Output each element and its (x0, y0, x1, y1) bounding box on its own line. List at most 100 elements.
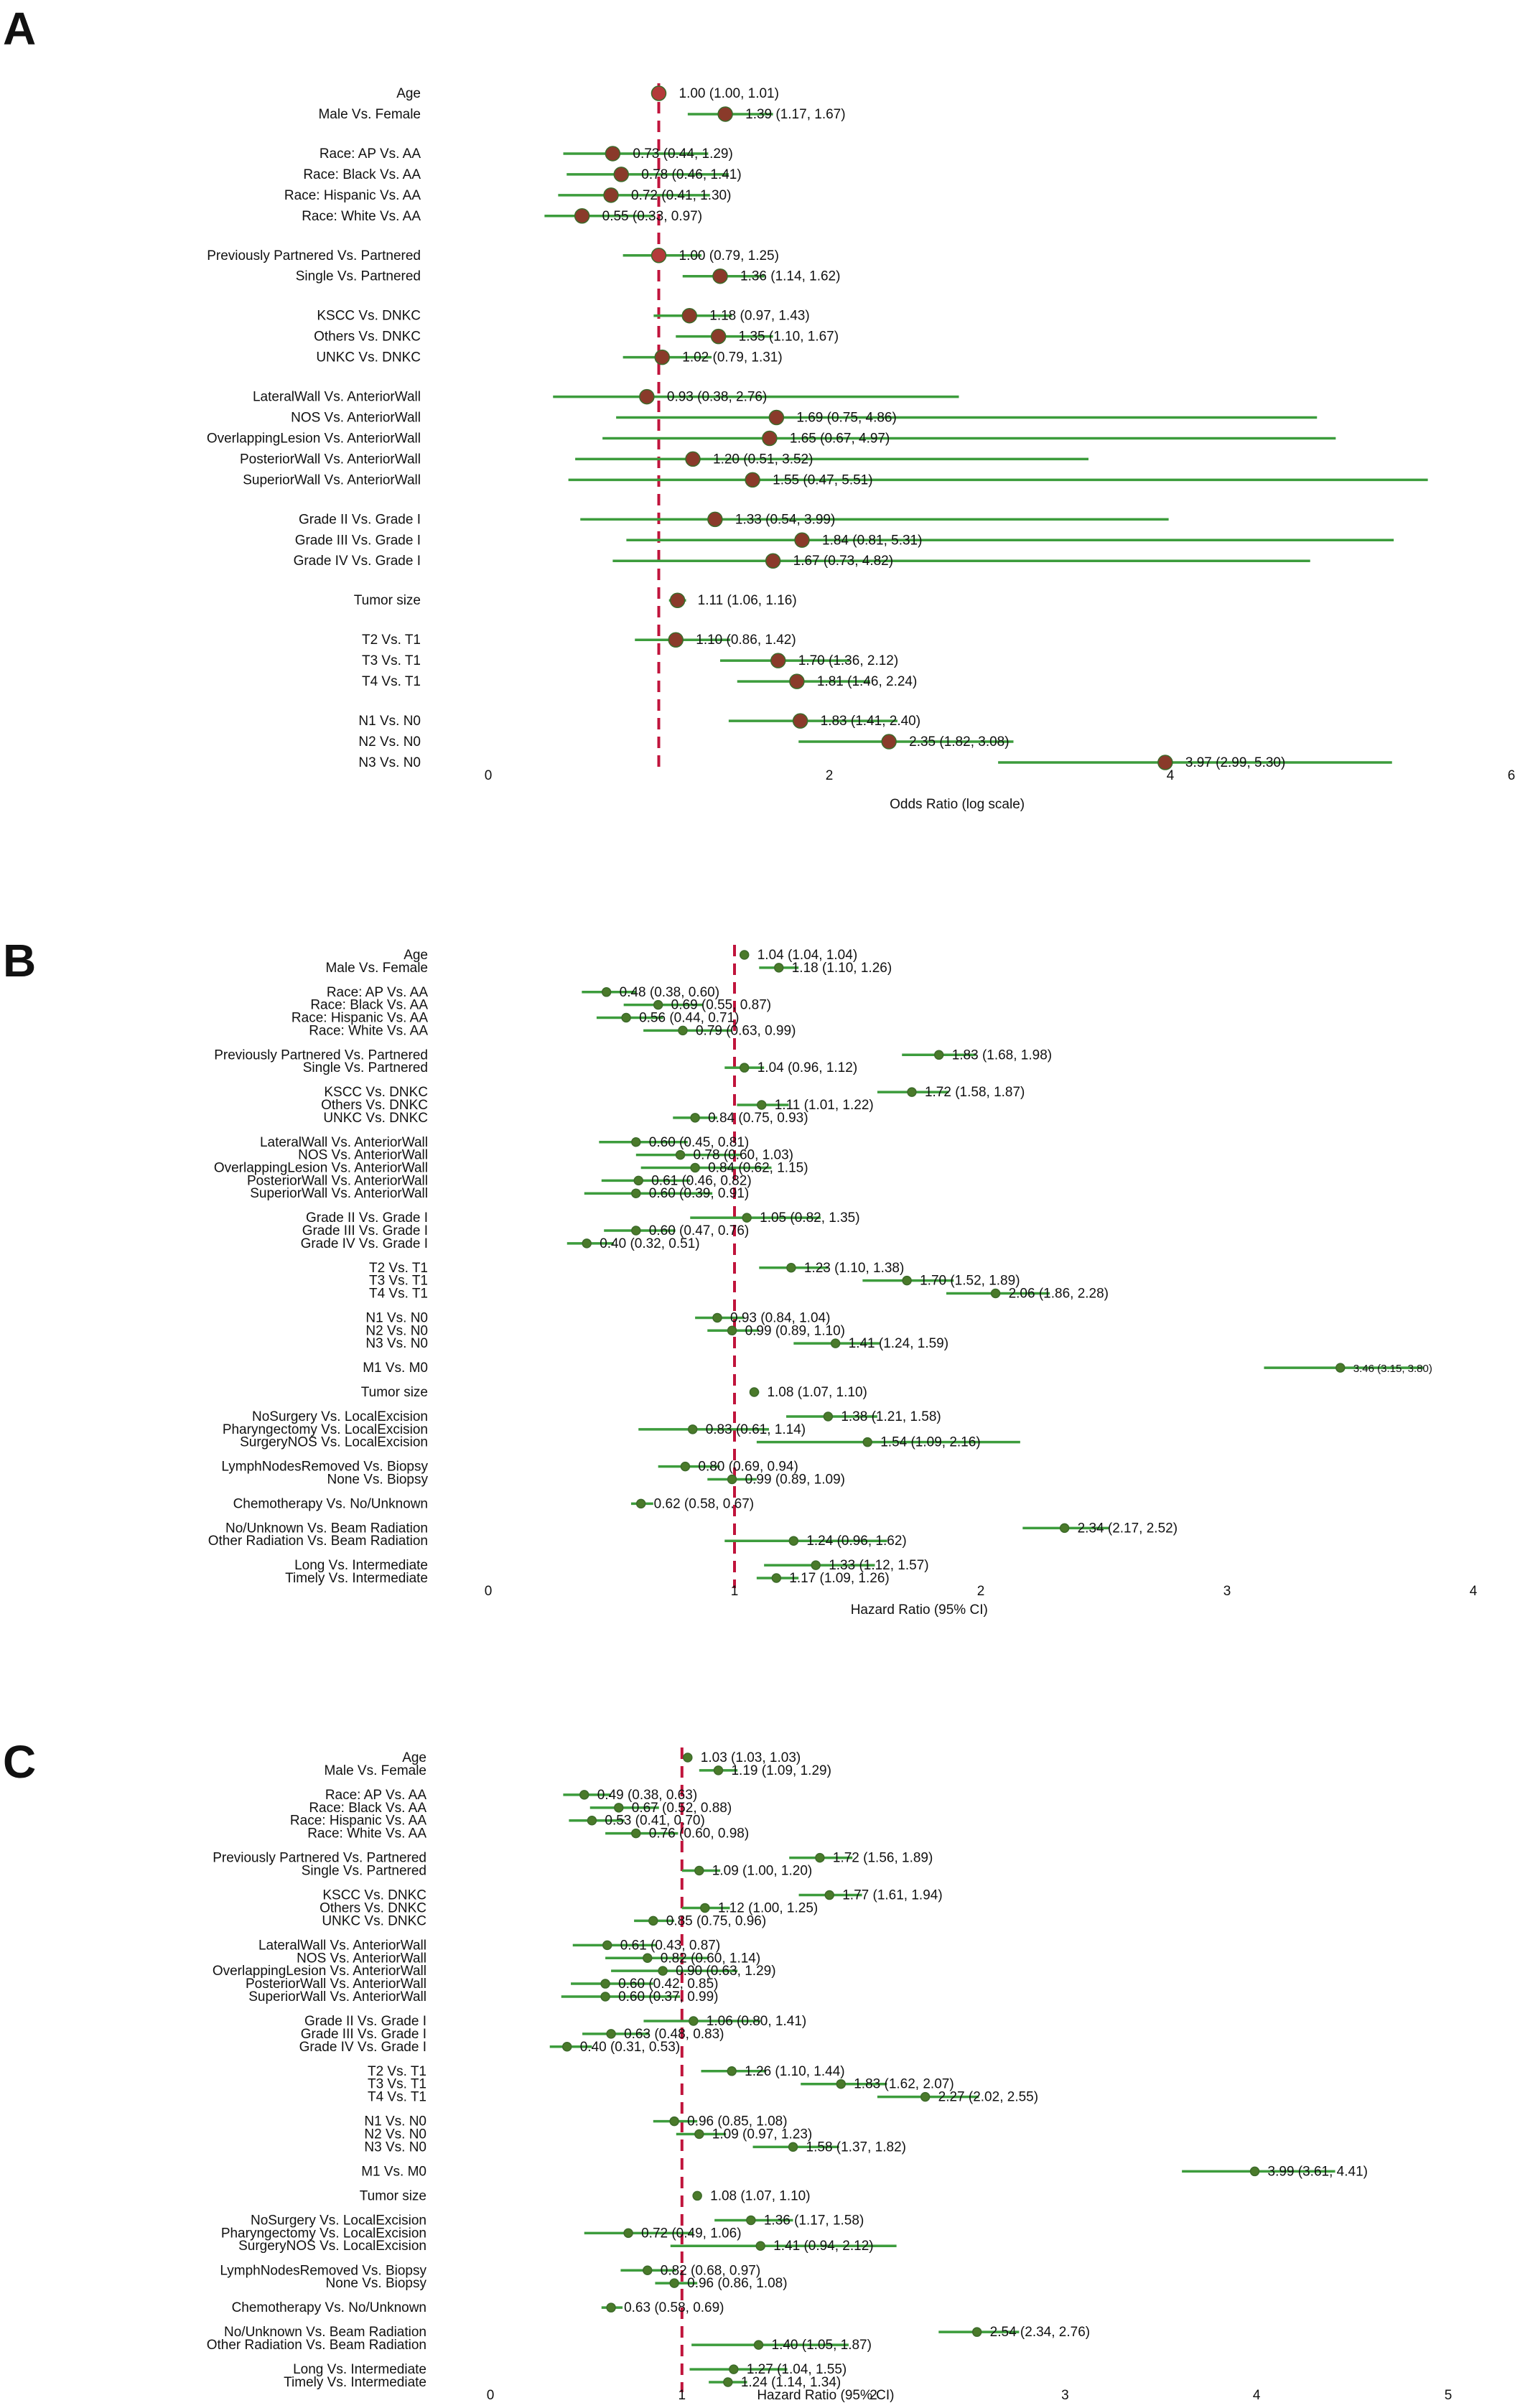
row-label: Tumor size (361, 1385, 428, 1400)
point-estimate (746, 2215, 756, 2226)
forest-row: None Vs. Biopsy 0.96 (0.86, 1.08) (326, 2276, 788, 2291)
estimate-label: 1.54 (1.09, 2.16) (880, 1435, 980, 1450)
estimate-label: 1.84 (0.81, 5.31) (822, 533, 922, 548)
row-label: Grade IV Vs. Grade I (294, 554, 421, 569)
point-estimate (681, 307, 697, 324)
point-estimate (675, 1149, 686, 1160)
point-estimate (717, 106, 733, 122)
point-estimate (690, 1113, 700, 1123)
point-estimate (685, 451, 701, 467)
point-estimate (770, 653, 786, 668)
row-label: Race: Black Vs. AA (309, 1801, 426, 1816)
point-estimate (1249, 2166, 1260, 2177)
point-estimate (794, 532, 810, 549)
estimate-label: 0.99 (0.89, 1.09) (745, 1472, 845, 1487)
point-estimate (756, 1100, 767, 1110)
forest-row: NOS Vs. AnteriorWall 0.82 (0.60, 1.14) (297, 1951, 760, 1966)
row-label: Single Vs. Partnered (303, 1060, 428, 1075)
point-estimate (742, 1213, 752, 1223)
forest-row: Grade IV Vs. Grade I 0.40 (0.32, 0.51) (301, 1236, 700, 1251)
row-label: T3 Vs. T1 (368, 2077, 426, 2092)
row-label: T3 Vs. T1 (362, 653, 421, 668)
row-label: Grade II Vs. Grade I (304, 2014, 426, 2029)
estimate-label: 1.39 (1.17, 1.67) (745, 107, 845, 122)
point-estimate (727, 1325, 737, 1336)
forest-row: Race: White Vs. AA 0.76 (0.60, 0.98) (307, 1826, 749, 1842)
row-label: SurgeryNOS Vs. LocalExcision (240, 1435, 428, 1450)
row-label: KSCC Vs. DNKC (324, 1085, 428, 1100)
forest-row: Race: AP Vs. AA 0.48 (0.38, 0.60) (327, 985, 719, 1000)
point-estimate (749, 1387, 760, 1397)
point-estimate (933, 1050, 944, 1060)
point-estimate (712, 268, 728, 284)
forest-row: T3 Vs. T1 1.70 (1.52, 1.89) (369, 1274, 1020, 1289)
forest-row: T2 Vs. T1 1.23 (1.10, 1.38) (369, 1261, 904, 1276)
estimate-label: 1.72 (1.58, 1.87) (925, 1085, 1025, 1100)
forest-plot-c: Age 1.03 (1.03, 1.03) Male Vs. Female 1.19 … (207, 1747, 1452, 2403)
point-estimate (788, 1536, 799, 1546)
estimate-label: 1.38 (1.21, 1.58) (841, 1409, 941, 1424)
estimate-label: 1.08 (1.07, 1.10) (710, 2188, 810, 2203)
estimate-label: 1.04 (1.04, 1.04) (757, 948, 857, 963)
point-estimate (773, 963, 784, 973)
forest-row: Tumor size 1.11 (1.06, 1.16) (354, 592, 797, 608)
estimate-label: 0.73 (0.44, 1.29) (633, 146, 732, 162)
forest-row: N1 Vs. N0 1.83 (1.41, 2.40) (358, 713, 920, 729)
estimate-label: 0.93 (0.38, 2.76) (667, 390, 767, 405)
point-estimate (1059, 1523, 1070, 1534)
point-estimate (739, 950, 750, 960)
forest-row: Race: Black Vs. AA 0.69 (0.55, 0.87) (310, 998, 771, 1013)
point-estimate (651, 85, 667, 101)
forest-row: Single Vs. Partnered 1.36 (1.14, 1.62) (296, 268, 840, 284)
row-label: Tumor size (360, 2188, 426, 2203)
row-label: Race: AP Vs. AA (325, 1788, 427, 1803)
forest-row: T4 Vs. T1 2.06 (1.86, 2.28) (369, 1287, 1109, 1302)
point-estimate (990, 1288, 1001, 1299)
row-label: PosteriorWall Vs. AnteriorWall (247, 1173, 428, 1188)
forest-row: UNKC Vs. DNKC 0.85 (0.75, 0.96) (322, 1913, 766, 1928)
forest-plot-a: Age 1.00 (1.00, 1.01) Male Vs. Female 1.39 … (207, 83, 1515, 812)
row-label: Timely Vs. Intermediate (284, 2375, 426, 2390)
forest-row: Grade IV Vs. Grade I 1.67 (0.73, 4.82) (294, 553, 1310, 569)
row-label: NoSurgery Vs. LocalExcision (252, 1409, 428, 1424)
estimate-label: 1.67 (0.73, 4.82) (793, 554, 893, 569)
row-label: None Vs. Biopsy (326, 2276, 427, 2291)
point-estimate (635, 1498, 646, 1509)
forest-row: N3 Vs. N0 1.41 (1.24, 1.59) (365, 1336, 948, 1351)
forest-row: None Vs. Biopsy 0.99 (0.89, 1.09) (327, 1472, 845, 1487)
forest-row: Male Vs. Female 1.19 (1.09, 1.29) (324, 1763, 831, 1778)
estimate-label: 0.60 (0.45, 0.81) (649, 1135, 749, 1150)
point-estimate (1335, 1363, 1346, 1373)
estimate-label: 0.69 (0.55, 0.87) (671, 998, 771, 1013)
forest-row: Timely Vs. Intermediate 1.17 (1.09, 1.26) (285, 1571, 890, 1586)
forest-row: Previously Partnered Vs. Partnered 1.72 (… (213, 1851, 933, 1866)
point-estimate (680, 1461, 691, 1472)
forest-row: N1 Vs. N0 0.93 (0.84, 1.04) (365, 1310, 830, 1325)
row-label: Grade III Vs. Grade I (302, 1223, 428, 1238)
forest-plot-b: Age 1.04 (1.04, 1.04) Male Vs. Female 1.18 … (208, 945, 1478, 1618)
forest-row: M1 Vs. M0 3.99 (3.61, 4.41) (361, 2164, 1368, 2179)
forest-row: Grade II Vs. Grade I 1.33 (0.54, 3.99) (299, 511, 1169, 527)
forest-row: Grade III Vs. Grade I 0.63 (0.48, 0.83) (301, 2027, 724, 2042)
x-tick-label: 0 (485, 1584, 493, 1599)
point-estimate (574, 208, 590, 224)
estimate-label: 0.82 (0.68, 0.97) (661, 2263, 760, 2278)
forest-row: LymphNodesRemoved Vs. Biopsy 0.80 (0.69, … (221, 1460, 798, 1475)
forest-row: N1 Vs. N0 0.96 (0.85, 1.08) (364, 2114, 787, 2129)
row-label: N1 Vs. N0 (364, 2114, 426, 2129)
estimate-label: 0.60 (0.39, 0.91) (649, 1186, 749, 1201)
row-label: N1 Vs. N0 (358, 714, 421, 729)
forest-row: Male Vs. Female 1.18 (1.10, 1.26) (325, 961, 892, 976)
estimate-label: 1.41 (0.94, 2.12) (773, 2239, 873, 2254)
forest-row: T3 Vs. T1 1.70 (1.36, 2.12) (362, 653, 898, 668)
estimate-label: 0.79 (0.63, 0.99) (696, 1023, 796, 1038)
estimate-label: 0.61 (0.46, 0.82) (651, 1173, 751, 1188)
x-tick-label: 4 (1253, 2388, 1261, 2403)
forest-row: Race: White Vs. AA 0.55 (0.33, 0.97) (302, 208, 702, 224)
row-label: Race: AP Vs. AA (320, 146, 421, 162)
point-estimate (633, 1175, 643, 1186)
estimate-label: 0.84 (0.62, 1.15) (708, 1160, 808, 1175)
forest-row: N2 Vs. N0 1.09 (0.97, 1.23) (364, 2127, 812, 2142)
forest-row: OverlappingLesion Vs. AnteriorWall 0.90 (… (213, 1964, 776, 1979)
x-tick-label: 3 (1223, 1584, 1231, 1599)
